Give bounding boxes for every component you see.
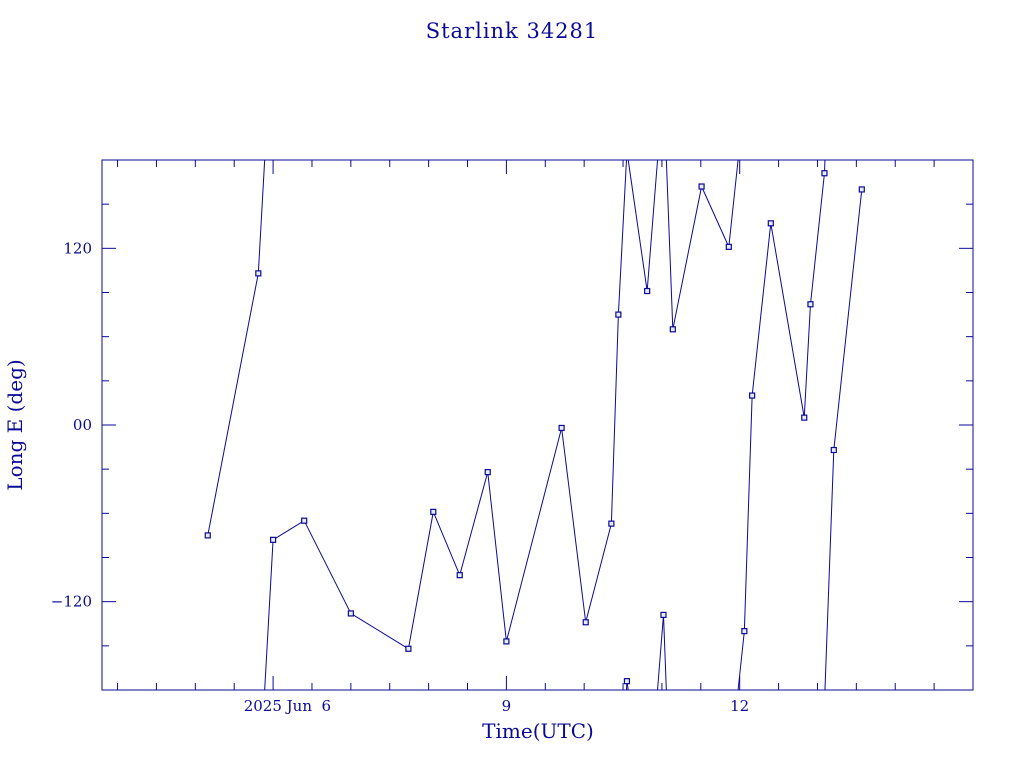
y-tick-label: −120: [51, 593, 92, 611]
series-segment: [646, 159, 659, 292]
series-segment: [743, 395, 753, 632]
series-segment: [803, 304, 811, 418]
series-segment: [303, 520, 352, 614]
y-axis-label: Long E (deg): [3, 359, 27, 490]
data-point: [749, 392, 756, 399]
data-point: [558, 424, 565, 432]
data-point: [456, 572, 463, 579]
series-segment: [585, 523, 612, 623]
plot-frame: [101, 159, 974, 691]
data-point: [644, 287, 651, 295]
y-tick-label: 120: [63, 239, 92, 257]
data-point: [698, 183, 705, 190]
x-tick-label: 12: [730, 697, 749, 715]
data-point: [623, 678, 631, 685]
series-segment: [833, 189, 863, 451]
y-tick-label: 00: [73, 416, 92, 434]
series-segment: [824, 450, 835, 691]
x-axis-label: Time(UTC): [482, 719, 594, 743]
data-point: [347, 610, 354, 617]
data-point: [767, 220, 774, 227]
data-point: [660, 611, 667, 619]
tick-labels: 120 00 −120 2025 Jun 6 9 12: [51, 239, 749, 715]
series-segment: [505, 427, 563, 642]
x-tick-label: 9: [502, 697, 512, 715]
data-point: [741, 628, 748, 635]
data-point: [830, 446, 837, 454]
series-segment: [257, 159, 266, 274]
series-points: [204, 170, 865, 685]
series-segment: [770, 223, 805, 418]
series-segment: [617, 159, 627, 315]
axis-ticks: [102, 160, 974, 690]
data-point: [301, 517, 308, 524]
series-segment: [459, 471, 489, 576]
data-point: [503, 638, 510, 645]
x-tick-label: 2025 Jun 6: [244, 697, 331, 715]
data-point: [807, 301, 814, 308]
series-segment: [627, 159, 648, 292]
data-point: [430, 508, 437, 515]
series-segment: [350, 613, 409, 650]
series-segment: [737, 631, 745, 691]
data-point: [484, 469, 491, 476]
series-segment: [487, 472, 507, 642]
series-segment: [701, 186, 730, 248]
series-segment: [728, 159, 739, 247]
data-point: [725, 243, 732, 250]
data-point: [204, 532, 211, 539]
data-point: [669, 326, 676, 333]
series-segment: [809, 173, 825, 305]
data-point: [858, 186, 865, 193]
series-segment: [751, 223, 772, 396]
data-point: [582, 619, 589, 626]
data-point: [801, 414, 808, 421]
series-segment: [432, 511, 461, 576]
series-segment: [561, 427, 587, 623]
data-point: [255, 270, 262, 277]
series-segment: [665, 159, 674, 330]
series-segment: [657, 614, 664, 691]
chart-title: Starlink 34281: [426, 19, 599, 43]
series-lines: [207, 159, 863, 691]
series-segment: [672, 186, 703, 330]
series-segment: [207, 273, 259, 536]
series-segment: [272, 520, 305, 541]
series-segment: [610, 314, 619, 524]
series-segment: [662, 614, 667, 691]
series-segment: [264, 539, 274, 691]
data-point: [608, 520, 615, 527]
data-point: [821, 170, 828, 177]
data-point: [405, 645, 412, 652]
data-point: [615, 311, 622, 318]
data-point: [269, 536, 277, 543]
series-segment: [407, 511, 434, 649]
